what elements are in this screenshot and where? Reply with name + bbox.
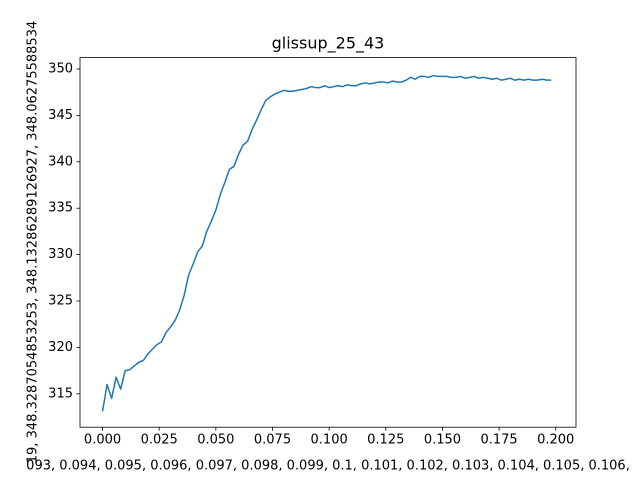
x-tick-label: 0.100 [311, 433, 348, 448]
y-tick-label: 325 [48, 293, 73, 308]
y-axis-label: 19, 348.3287054853253, 348.1328628912692… [26, 21, 41, 463]
y-tick-label: 350 [48, 62, 73, 77]
y-tick-label: 330 [48, 247, 73, 262]
x-axis-label: 093, 0.094, 0.095, 0.096, 0.097, 0.098, … [26, 459, 630, 474]
y-tick-label: 315 [48, 386, 73, 401]
y-tick-label: 340 [48, 154, 73, 169]
x-tick-label: 0.050 [197, 433, 234, 448]
x-tick-label: 0.000 [84, 433, 121, 448]
x-tick-label: 0.200 [537, 433, 574, 448]
y-tick-label: 320 [48, 340, 73, 355]
y-tick-label: 335 [48, 201, 73, 216]
x-tick-label: 0.175 [480, 433, 517, 448]
chart-title: glissup_25_43 [272, 34, 385, 54]
x-tick-label: 0.125 [367, 433, 404, 448]
y-tick-label: 345 [48, 108, 73, 123]
x-tick-label: 0.075 [254, 433, 291, 448]
x-tick-label: 0.025 [141, 433, 178, 448]
line [101, 74, 552, 412]
x-tick-label: 0.150 [424, 433, 461, 448]
plot-frame [79, 57, 577, 428]
